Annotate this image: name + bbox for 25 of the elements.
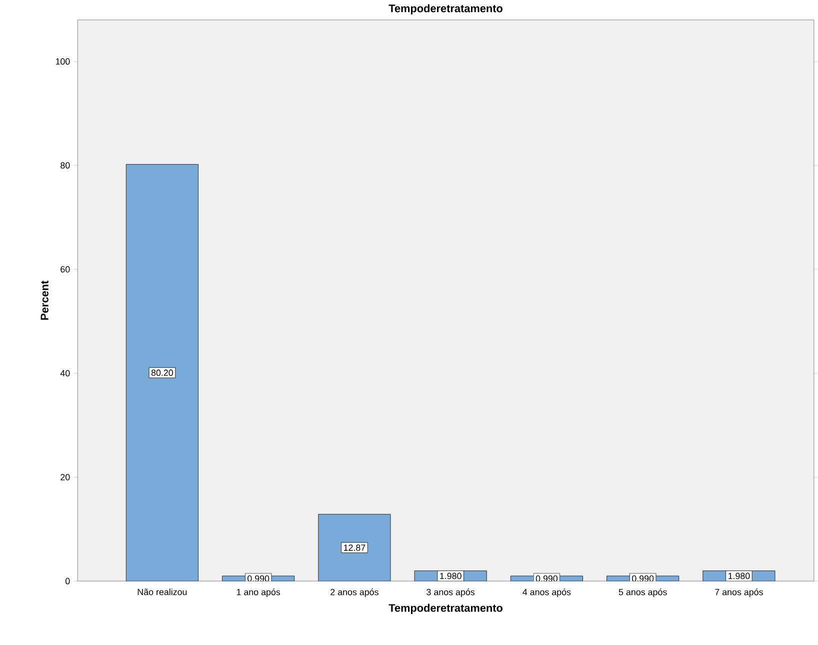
y-tick-label: 0 <box>66 578 70 584</box>
data-label: 0.990 <box>632 575 654 582</box>
x-tick-label: 4 anos após <box>522 588 571 598</box>
x-tick-label: 5 anos após <box>618 588 667 598</box>
data-label: 0.990 <box>536 575 558 582</box>
x-tick-label: 2 anos após <box>330 588 378 598</box>
data-label: 0.990 <box>248 575 270 582</box>
y-tick-label: 80 <box>60 162 70 169</box>
data-label: 80.20 <box>151 370 174 376</box>
x-tick-label: 7 anos após <box>715 588 763 598</box>
data-label: 1.980 <box>440 572 462 580</box>
chart-title: Tempoderetratamento <box>388 4 502 15</box>
x-tick-label: 1 ano após <box>236 588 280 598</box>
x-axis-title: Tempoderetratamento <box>388 604 502 614</box>
bar <box>126 164 198 582</box>
data-label: 12.87 <box>344 544 366 551</box>
y-tick-label: 100 <box>56 58 70 65</box>
y-tick-label: 40 <box>60 370 70 377</box>
bar <box>318 514 390 582</box>
data-label: 1.980 <box>728 572 750 580</box>
y-tick-label: 20 <box>60 474 70 480</box>
x-tick-label: 3 anos após <box>426 588 475 598</box>
y-tick-label: 60 <box>60 266 70 273</box>
y-axis-title: Percent <box>40 280 48 320</box>
x-tick-label: Não realizou <box>138 588 187 596</box>
